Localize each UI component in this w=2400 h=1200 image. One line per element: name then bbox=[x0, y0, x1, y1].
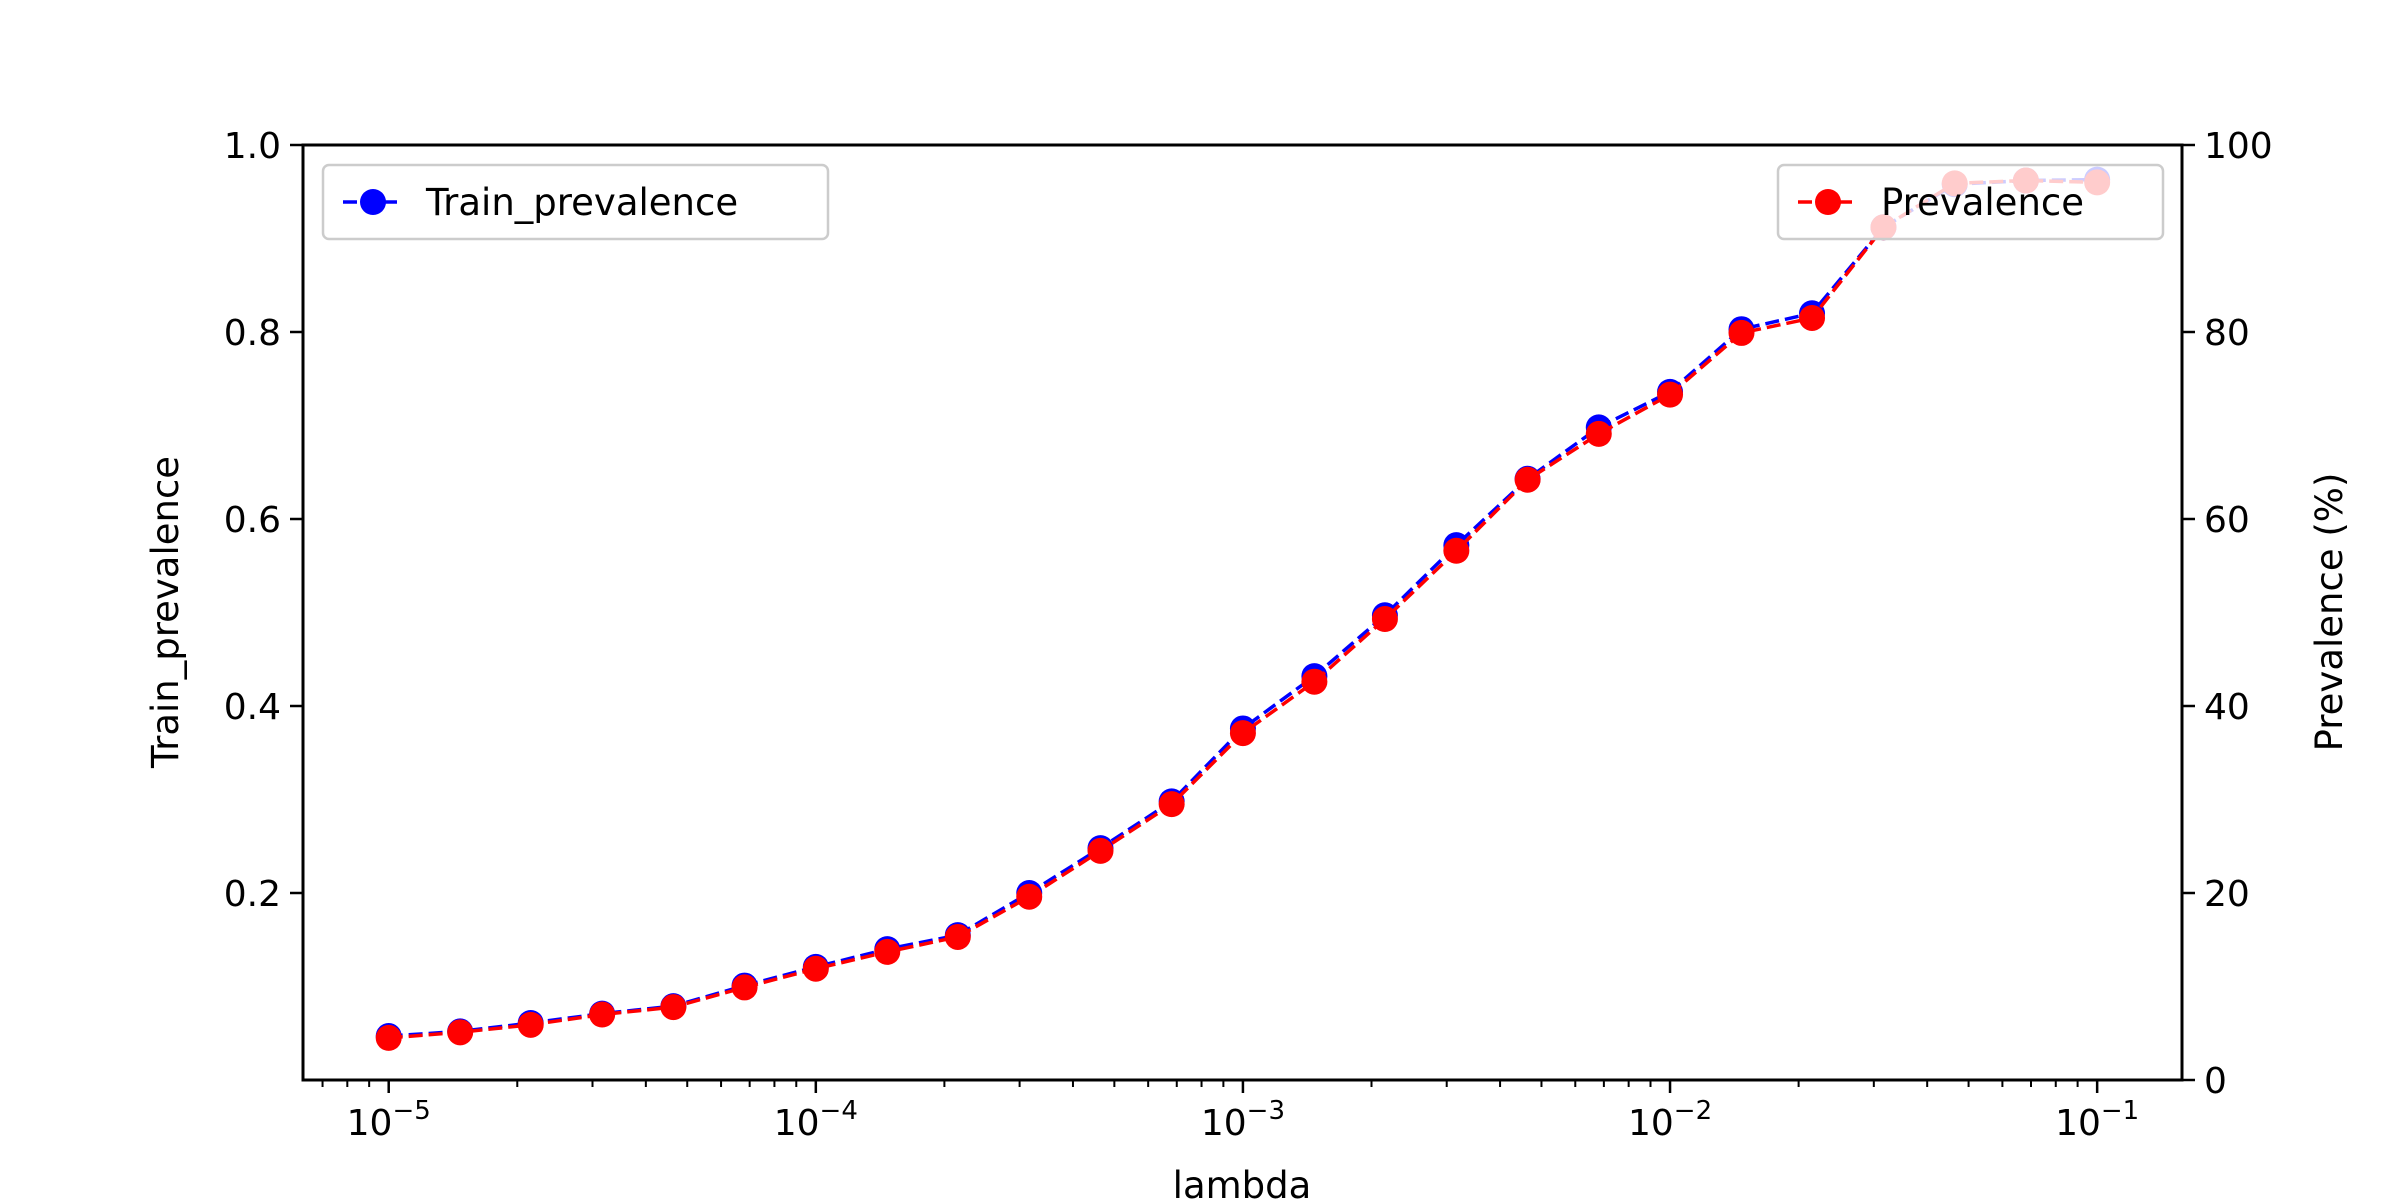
x-tick-label: 10−2 bbox=[1628, 1096, 1712, 1144]
data-point bbox=[1016, 883, 1043, 910]
data-point bbox=[874, 938, 901, 965]
legend-train-prevalence: Train_prevalence bbox=[321, 163, 830, 241]
data-point bbox=[1657, 381, 1684, 408]
y-tick-label: 0.4 bbox=[224, 687, 281, 728]
tick-layer: 10−5 10−4 10−3 10−2 10−1 0.2 0.4 0.6 0.8 1.0 0 20 40… bbox=[224, 126, 2273, 1144]
y2-tick-label: 100 bbox=[2204, 126, 2273, 167]
data-point bbox=[589, 1001, 616, 1028]
data-point bbox=[375, 1024, 402, 1051]
y2-tick-label: 40 bbox=[2204, 687, 2250, 728]
x-tick-label: 10−1 bbox=[2055, 1096, 2139, 1144]
data-point bbox=[1728, 319, 1755, 346]
data-point bbox=[1799, 304, 1826, 331]
y-tick-label: 0.2 bbox=[224, 874, 281, 915]
data-point bbox=[1229, 720, 1256, 747]
right-y-axis-label: Prevalence (%) bbox=[2308, 473, 2351, 752]
y2-tick-label: 60 bbox=[2204, 500, 2250, 541]
legend-prevalence: Prevalence bbox=[1776, 163, 2165, 241]
left-y-axis-label: Train_prevalence bbox=[144, 456, 187, 769]
data-point bbox=[517, 1011, 544, 1038]
data-point bbox=[1087, 837, 1114, 864]
x-tick-label: 10−4 bbox=[774, 1096, 858, 1144]
legend-box bbox=[1776, 163, 2165, 241]
data-point bbox=[1514, 466, 1541, 493]
x-tick-label: 10−5 bbox=[347, 1096, 431, 1144]
data-point bbox=[944, 923, 971, 950]
data-point bbox=[447, 1019, 474, 1046]
data-point bbox=[1443, 537, 1470, 564]
data-point bbox=[731, 974, 758, 1001]
y-tick-label: 0.6 bbox=[224, 500, 281, 541]
legend-label: Prevalence bbox=[1881, 181, 2084, 224]
legend-marker bbox=[1815, 189, 1841, 215]
y2-tick-label: 80 bbox=[2204, 313, 2250, 354]
legend-label: Train_prevalence bbox=[425, 181, 738, 224]
x-tick-label: 10−3 bbox=[1201, 1096, 1285, 1144]
data-point bbox=[1158, 791, 1185, 818]
data-point bbox=[660, 994, 687, 1021]
data-point bbox=[1585, 420, 1612, 447]
legend-box bbox=[321, 163, 830, 241]
data-point bbox=[1371, 606, 1398, 633]
y2-tick-label: 20 bbox=[2204, 874, 2250, 915]
data-point bbox=[802, 955, 829, 982]
legend-marker bbox=[360, 189, 386, 215]
y2-tick-label: 0 bbox=[2204, 1061, 2227, 1102]
x-axis-label: lambda bbox=[1173, 1164, 1312, 1200]
y-tick-label: 1.0 bbox=[224, 126, 281, 167]
data-point bbox=[1301, 668, 1328, 695]
y-tick-label: 0.8 bbox=[224, 313, 281, 354]
